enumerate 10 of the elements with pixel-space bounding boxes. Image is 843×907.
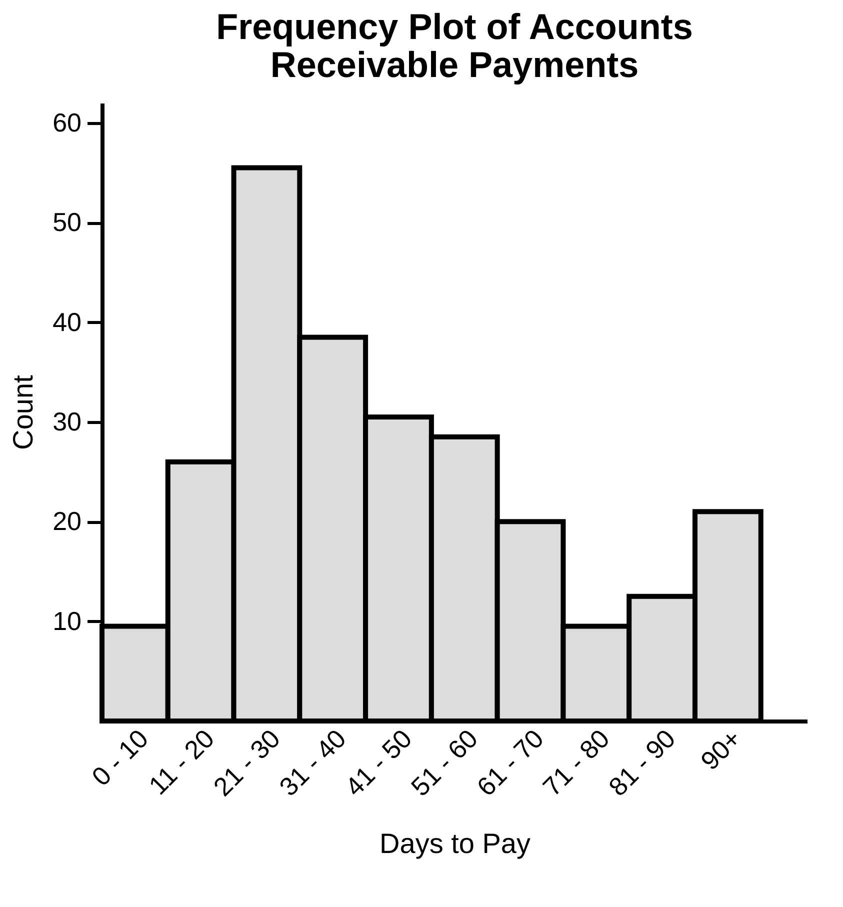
x-axis-title: Days to Pay (380, 828, 530, 860)
y-tick-label: 10 (52, 606, 82, 636)
y-tick-label: 40 (52, 306, 82, 337)
y-tick-label: 20 (52, 506, 82, 536)
y-tick-label: 30 (52, 406, 82, 436)
y-axis-title: Count (8, 374, 39, 450)
chart-title: Frequency Plot of Accounts Receivable Payments (216, 6, 693, 85)
y-tick-label: 50 (52, 207, 82, 238)
y-tick-label: 60 (52, 107, 82, 138)
x-tick-label: 90+ (694, 723, 748, 776)
